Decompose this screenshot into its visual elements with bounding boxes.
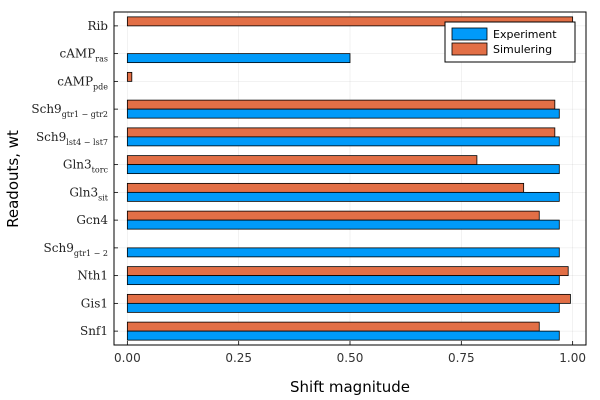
y-tick-label-sch9-lst4-lst7: Sch9lst4 − lst7 <box>36 130 108 147</box>
bar-experiment-gln3-torc <box>126 164 560 175</box>
bar-experiment-sch9-gtr1-gtr2 <box>126 108 560 119</box>
x-tick-label-3: 0.75 <box>448 351 475 365</box>
bar-experiment-sch9-gtr1-2 <box>126 247 560 258</box>
bar-experiment-sch9-lst4-lst7 <box>126 136 560 147</box>
x-axis-label: Shift magnitude <box>290 378 410 396</box>
bar-simulering-camp-pde <box>126 71 133 82</box>
bar-experiment-snf1 <box>126 330 560 341</box>
bar-simulering-nth1 <box>126 266 569 277</box>
bar-experiment-nth1 <box>126 275 560 286</box>
bar-simulering-rib <box>126 16 574 27</box>
y-ticks: Rib cAMPras cAMPpde Sch9gtr1 − gtr2 Sch9lst4… <box>31 19 118 338</box>
y-tick-label-sch9-gtr1-gtr2: Sch9gtr1 − gtr2 <box>31 102 108 119</box>
y-tick-label-gln3-torc: Gln3torc <box>63 158 109 175</box>
y-tick-label-gis1: Gis1 <box>81 296 108 310</box>
bar-simulering-sch9-gtr1-gtr2 <box>126 99 556 110</box>
x-ticks: 0.00 0.25 0.50 0.75 1.00 <box>114 341 586 365</box>
legend: Experiment Simulering <box>444 21 576 63</box>
legend-swatch-experiment <box>451 27 488 41</box>
y-tick-label-camp-pde: cAMPpde <box>57 74 108 91</box>
legend-label-simulering: Simulering <box>493 43 552 56</box>
bar-experiment-gln3-sit <box>126 191 560 202</box>
y-tick-label-camp-ras: cAMPras <box>60 47 108 64</box>
y-tick-label-rib: Rib <box>87 19 108 33</box>
legend-swatch-simulering <box>451 42 488 56</box>
bar-experiment-camp-ras <box>126 53 351 64</box>
x-tick-label-1: 0.25 <box>225 351 252 365</box>
x-tick-label-4: 1.00 <box>559 351 586 365</box>
bar-experiment-gcn4 <box>126 219 560 230</box>
bar-simulering-gcn4 <box>126 210 540 221</box>
y-tick-label-gln3-sit: Gln3sit <box>69 185 108 202</box>
bars <box>126 16 574 341</box>
bar-experiment-gis1 <box>126 302 560 313</box>
bar-simulering-sch9-lst4-lst7 <box>126 127 556 138</box>
bar-simulering-snf1 <box>126 321 540 332</box>
legend-label-experiment: Experiment <box>493 28 557 41</box>
y-tick-label-sch9-gtr1-2: Sch9gtr1 − 2 <box>44 241 108 258</box>
y-axis-label: Readouts, wt <box>4 130 22 228</box>
x-tick-label-0: 0.00 <box>114 351 141 365</box>
x-tick-label-2: 0.50 <box>337 351 364 365</box>
bar-simulering-gln3-sit <box>126 182 525 193</box>
y-tick-label-nth1: Nth1 <box>77 269 108 283</box>
y-tick-label-snf1: Snf1 <box>80 324 108 338</box>
bar-simulering-gln3-torc <box>126 155 478 166</box>
bar-simulering-gis1 <box>126 293 571 304</box>
y-tick-label-gcn4: Gcn4 <box>76 213 108 227</box>
